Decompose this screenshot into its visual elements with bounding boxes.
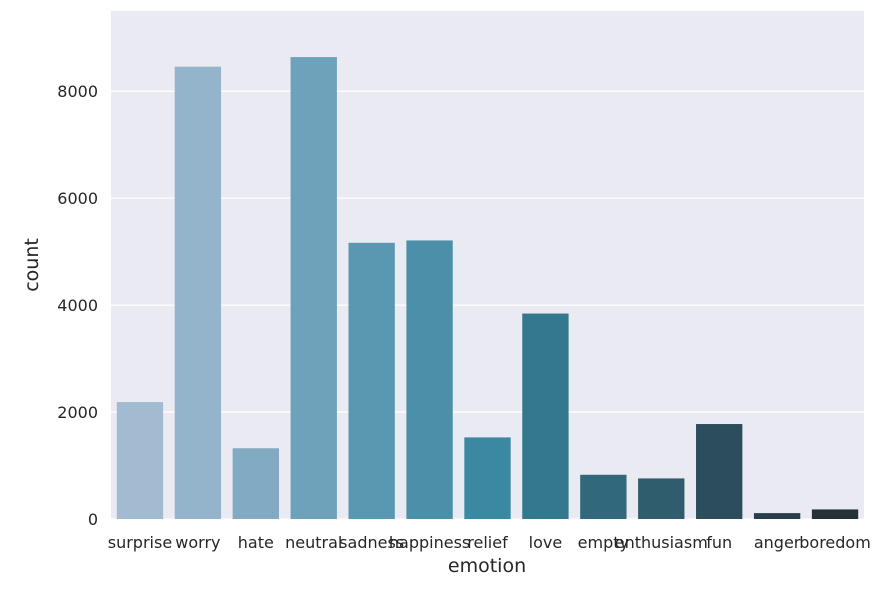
x-tick-label: happiness [389,533,470,552]
bar-sadness [348,242,395,520]
y-tick-label: 8000 [57,82,98,101]
x-tick-label: relief [467,533,508,552]
y-tick-label: 4000 [57,296,98,315]
bar-fun [696,424,743,519]
bar-anger [753,513,801,519]
x-tick-label: empty [578,533,629,552]
bar-worry [174,66,222,519]
bar-enthusiasm [638,478,685,519]
bar-happiness [406,240,453,520]
x-tick-label: enthusiasm [615,533,708,552]
x-tick-label: boredom [799,533,871,552]
x-tick-label: fun [706,533,732,552]
bar-love [522,313,569,519]
x-tick-labels: surprise worry hate neutralsadnesshappiness… [108,533,871,552]
bar-empty [580,474,627,519]
y-tick-labels: 0 2000 4000 6000 8000 [57,82,98,529]
x-axis-label: emotion [448,555,526,577]
x-tick-label: anger [754,533,801,552]
bars [116,57,859,520]
y-tick-label: 2000 [57,403,98,422]
x-tick-label: love [529,533,563,552]
bar-hate [232,448,279,519]
bar-neutral [290,57,337,520]
bar-boredom [811,509,859,519]
x-tick-label: sadness [339,533,404,552]
y-axis-label: count [21,238,43,292]
bar-relief [464,437,511,519]
x-tick-label: neutral [285,533,342,552]
bar-surprise [116,402,164,519]
y-tick-label: 0 [88,510,98,529]
x-tick-label: surprise [108,533,172,552]
y-tick-label: 6000 [57,189,98,208]
x-tick-label: worry [175,533,220,552]
x-tick-label: hate [238,533,274,552]
